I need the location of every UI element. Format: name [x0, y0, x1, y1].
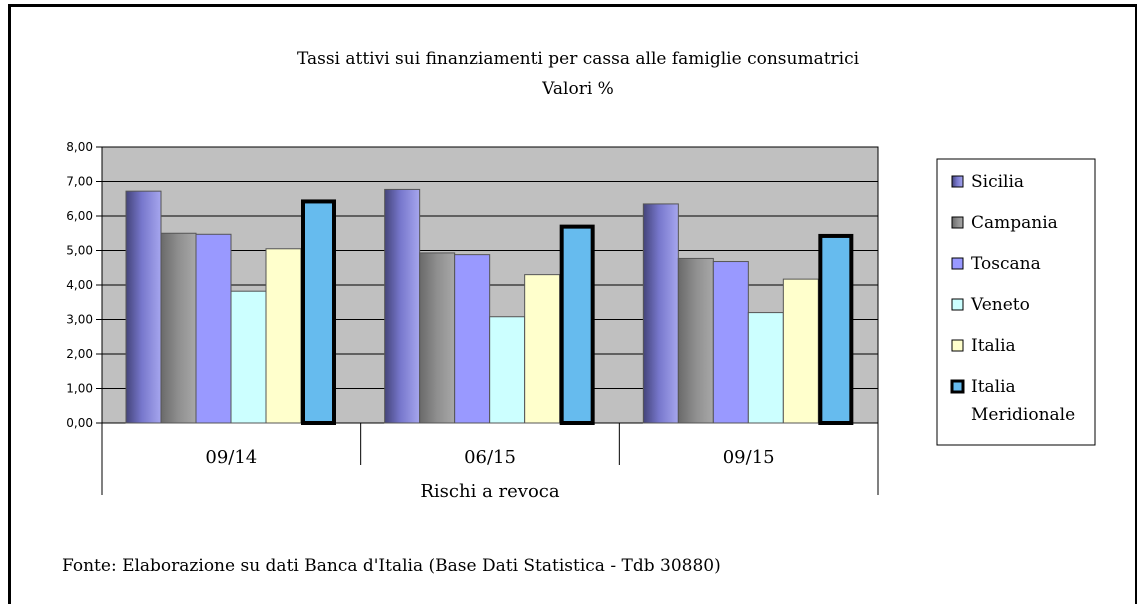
bar [643, 204, 678, 423]
bar [678, 258, 713, 423]
legend-swatch [952, 340, 963, 351]
legend-label: Campania [971, 213, 1058, 233]
chart-subtitle: Valori % [541, 79, 614, 99]
legend-label: Toscana [971, 254, 1041, 274]
category-label: 06/15 [464, 447, 516, 468]
y-tick-label: 3,00 [66, 313, 93, 327]
bar [783, 279, 818, 423]
y-axis: 0,00 1,00 2,00 3,00 4,00 5,00 6,00 7,00 8,00 [66, 140, 102, 430]
bar [562, 227, 593, 423]
legend-label: Veneto [970, 295, 1030, 315]
bar [161, 233, 196, 423]
legend-label: Italia [971, 377, 1016, 397]
y-tick-label: 4,00 [66, 278, 93, 292]
chart-title: Tassi attivi sui finanziamenti per cassa… [297, 49, 860, 69]
legend-label: Meridionale [971, 405, 1075, 425]
legend-label: Sicilia [971, 172, 1024, 192]
bar [713, 262, 748, 423]
y-tick-label: 2,00 [66, 347, 93, 361]
legend-swatch [952, 299, 963, 310]
bar [231, 291, 266, 423]
bar [420, 253, 455, 423]
y-tick-label: 0,00 [66, 416, 93, 430]
y-tick-label: 6,00 [66, 209, 93, 223]
legend-swatch [952, 258, 963, 269]
source-note: Fonte: Elaborazione su dati Banca d'Ital… [62, 556, 721, 576]
y-tick-label: 8,00 [66, 140, 93, 154]
y-tick-label: 1,00 [66, 382, 93, 396]
bar [126, 191, 161, 423]
category-label: 09/15 [723, 447, 775, 468]
legend-swatch [952, 217, 963, 228]
bar [748, 313, 783, 423]
legend-swatch [952, 381, 963, 392]
bar [455, 255, 490, 423]
y-tick-label: 7,00 [66, 175, 93, 189]
category-label: 09/14 [205, 447, 257, 468]
legend-label: Italia [971, 336, 1016, 356]
bar [196, 234, 231, 423]
bar [820, 236, 851, 423]
bar [303, 201, 334, 423]
legend-swatch [952, 176, 963, 187]
bar [385, 189, 420, 423]
bar [525, 275, 560, 423]
y-tick-label: 5,00 [66, 244, 93, 258]
bar [266, 249, 301, 423]
x-axis-label: Rischi a revoca [420, 481, 559, 502]
bar [490, 317, 525, 423]
